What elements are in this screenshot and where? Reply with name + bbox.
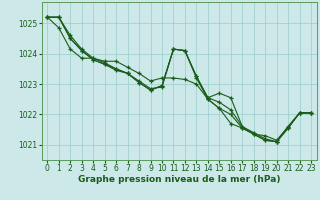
X-axis label: Graphe pression niveau de la mer (hPa): Graphe pression niveau de la mer (hPa) [78, 175, 280, 184]
